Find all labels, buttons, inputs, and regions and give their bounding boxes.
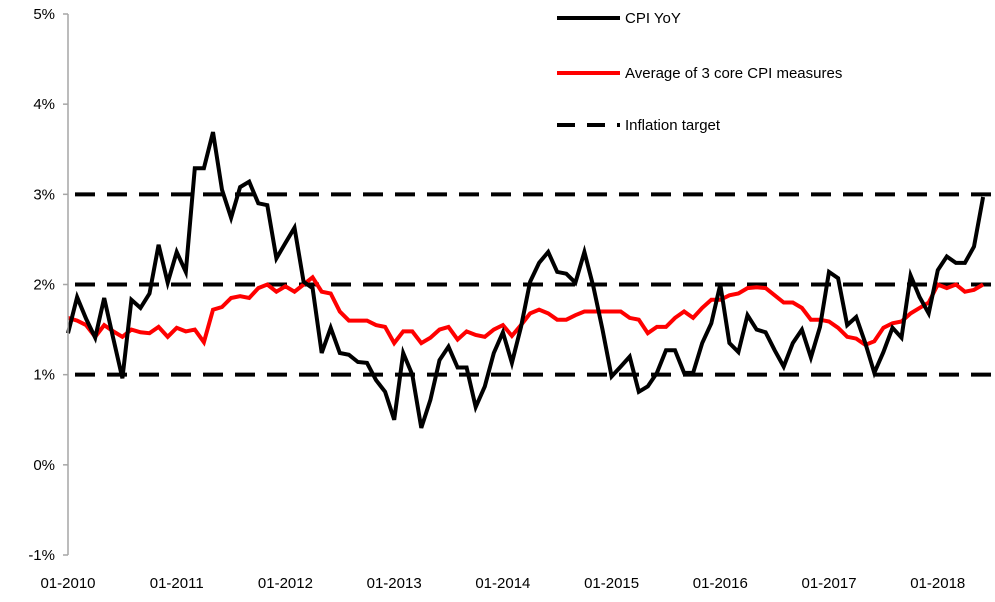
- x-tick-label: 01-2012: [258, 575, 313, 592]
- x-tick-label: 01-2010: [40, 575, 95, 592]
- x-tick-label: 01-2016: [693, 575, 748, 592]
- series-lines: [66, 131, 986, 429]
- x-tick-label: 01-2015: [584, 575, 639, 592]
- cpi-yoy-line: [66, 131, 986, 429]
- y-tick-label: 1%: [33, 367, 55, 384]
- legend-label-cpi: CPI YoY: [625, 10, 681, 27]
- legend-label-core: Average of 3 core CPI measures: [625, 65, 842, 82]
- x-tick-label: 01-2018: [910, 575, 965, 592]
- legend-label-target: Inflation target: [625, 117, 721, 134]
- y-tick-label: 2%: [33, 277, 55, 294]
- y-axis-ticks: -1% 0% 1% 2% 3% 4% 5%: [28, 6, 68, 564]
- legend-item-cpi: CPI YoY: [557, 10, 681, 27]
- y-tick-label: 3%: [33, 186, 55, 203]
- x-tick-label: 01-2013: [367, 575, 422, 592]
- y-tick-label: -1%: [28, 547, 55, 564]
- x-tick-label: 01-2017: [802, 575, 857, 592]
- y-tick-label: 4%: [33, 96, 55, 113]
- legend: CPI YoY Average of 3 core CPI measures I…: [557, 10, 842, 134]
- x-tick-label: 01-2011: [150, 575, 204, 592]
- x-tick-label: 01-2014: [475, 575, 530, 592]
- y-tick-label: 0%: [33, 457, 55, 474]
- y-tick-label: 5%: [33, 6, 55, 23]
- inflation-target-lines: [75, 192, 995, 377]
- core-cpi-average-line: [67, 274, 985, 348]
- x-axis-ticks: 01-2010 01-2011 01-2012 01-2013 01-2014 01-20…: [40, 575, 965, 592]
- legend-item-core: Average of 3 core CPI measures: [557, 65, 842, 82]
- legend-item-target: Inflation target: [557, 117, 721, 134]
